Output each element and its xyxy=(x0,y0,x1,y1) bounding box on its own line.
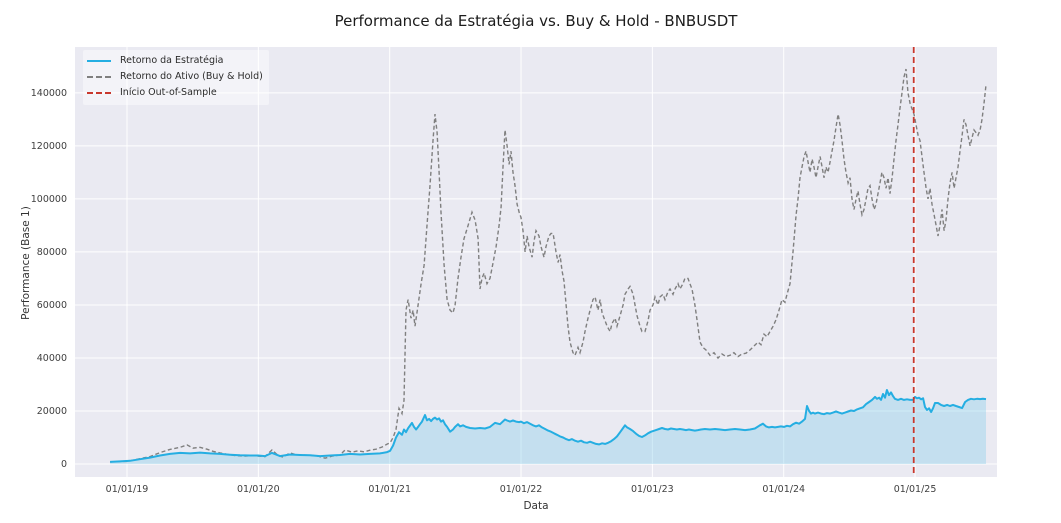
strategy-line xyxy=(110,389,987,463)
plot-background xyxy=(75,47,997,477)
y-tick-label: 20000 xyxy=(37,406,67,417)
strategy-area-fill xyxy=(110,390,987,465)
legend-label: Retorno da Estratégia xyxy=(120,55,224,66)
x-tick-label: 01/01/23 xyxy=(631,484,674,495)
x-tick-label: 01/01/22 xyxy=(500,484,543,495)
x-tick-label: 01/01/25 xyxy=(894,484,937,495)
legend-item-oos: Início Out-of-Sample xyxy=(87,85,263,101)
legend-label: Início Out-of-Sample xyxy=(120,87,217,98)
y-tick-label: 60000 xyxy=(37,300,67,311)
x-tick-label: 01/01/20 xyxy=(237,484,280,495)
legend: Retorno da Estratégia Retorno do Ativo (… xyxy=(83,50,269,105)
y-tick-label: 80000 xyxy=(37,247,67,258)
chart-title: Performance da Estratégia vs. Buy & Hold… xyxy=(334,12,738,30)
legend-item-buy-hold: Retorno do Ativo (Buy & Hold) xyxy=(87,69,263,85)
y-tick-label: 100000 xyxy=(31,194,67,205)
oos-line-swatch-icon xyxy=(87,92,111,94)
x-tick-label: 01/01/21 xyxy=(368,484,411,495)
legend-label: Retorno do Ativo (Buy & Hold) xyxy=(120,71,263,82)
y-tick-label: 40000 xyxy=(37,353,67,364)
legend-item-strategy: Retorno da Estratégia xyxy=(87,53,263,69)
buy-hold-line-swatch-icon xyxy=(87,76,111,78)
x-tick-label: 01/01/19 xyxy=(106,484,149,495)
y-tick-label: 120000 xyxy=(31,141,67,152)
x-axis-label: Data xyxy=(523,500,549,512)
buy-hold-line xyxy=(110,68,987,463)
x-tick-label: 01/01/24 xyxy=(762,484,805,495)
y-tick-label: 140000 xyxy=(31,88,67,99)
strategy-line-swatch-icon xyxy=(87,60,111,62)
y-axis-label: Performance (Base 1) xyxy=(20,206,32,320)
y-tick-label: 0 xyxy=(61,459,67,470)
